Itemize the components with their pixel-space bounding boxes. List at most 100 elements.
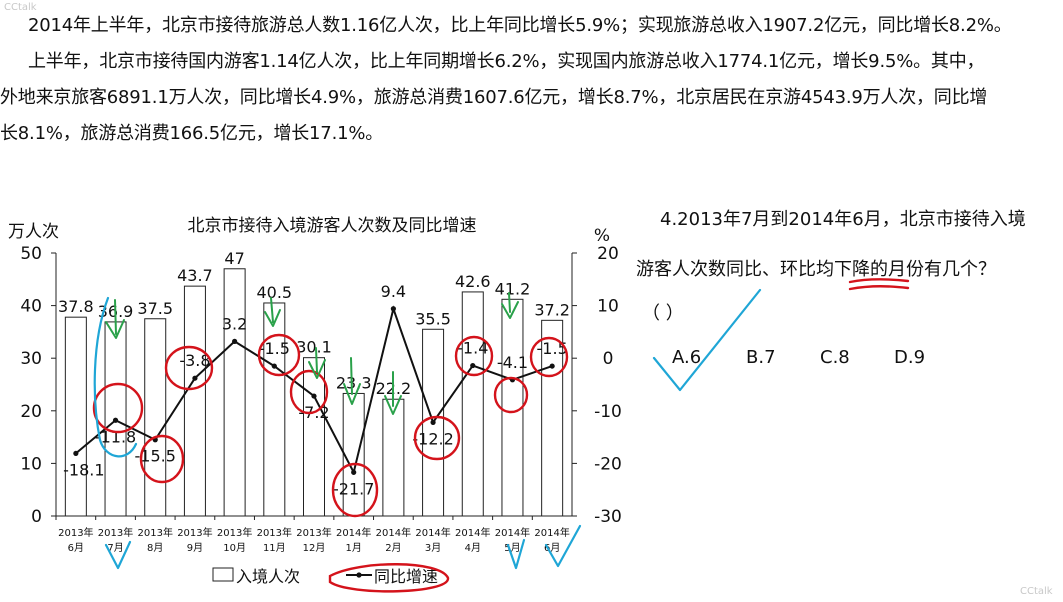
watermark-bottom: CCtalk bbox=[1020, 586, 1053, 597]
line-value-label: -1.4 bbox=[457, 339, 488, 358]
x-tick-label-year: 2013年 bbox=[177, 526, 212, 539]
x-tick-label-month: 6月 bbox=[544, 542, 560, 554]
bar bbox=[461, 291, 484, 517]
bar-value-label: 37.5 bbox=[137, 299, 173, 318]
line-value-label: -21.7 bbox=[333, 479, 374, 498]
y-tick-label-right: -20 bbox=[594, 454, 622, 474]
bar-value-label: 37.8 bbox=[58, 297, 94, 316]
line-value-label: 9.4 bbox=[381, 282, 406, 301]
line-point bbox=[549, 363, 555, 369]
option-c[interactable]: C.8 bbox=[820, 347, 850, 368]
line-point bbox=[152, 437, 158, 443]
x-tick-label-month: 12月 bbox=[303, 542, 326, 554]
bar-value-label: 36.9 bbox=[98, 302, 134, 321]
line-point bbox=[271, 363, 277, 369]
line-value-label: -12.2 bbox=[412, 429, 453, 448]
paragraph-1: 2014年上半年，北京市接待旅游总人数1.16亿人次，比上年同比增长5.9%；实… bbox=[28, 15, 1012, 36]
legend-label-bars: 入境人次 bbox=[236, 567, 300, 586]
x-tick-label-year: 2013年 bbox=[98, 526, 133, 539]
line-point bbox=[192, 375, 198, 381]
x-tick-label-year: 2013年 bbox=[138, 526, 173, 539]
line-point bbox=[311, 393, 317, 399]
line-point bbox=[470, 362, 476, 369]
legend-line-marker bbox=[356, 572, 362, 578]
x-tick-label-month: 7月 bbox=[107, 542, 123, 554]
x-tick-label-month: 1月 bbox=[346, 542, 362, 554]
bar bbox=[263, 302, 286, 517]
bar bbox=[382, 398, 405, 517]
line-point bbox=[509, 377, 516, 383]
bar bbox=[303, 357, 325, 517]
line-point bbox=[430, 419, 436, 425]
x-tick-label-month: 5月 bbox=[504, 542, 520, 554]
option-d[interactable]: D.9 bbox=[894, 347, 926, 368]
y-tick-label-right: -30 bbox=[594, 507, 622, 527]
line-value-label: -1.5 bbox=[259, 339, 290, 358]
x-tick-label-month: 6月 bbox=[68, 542, 84, 554]
y-tick-label-left: 50 bbox=[20, 244, 42, 264]
x-tick-label-month: 9月 bbox=[187, 542, 203, 554]
y-tick-label-left: 20 bbox=[20, 402, 42, 422]
line-value-label: -1.5 bbox=[537, 339, 568, 358]
bar-value-label: 23.3 bbox=[336, 373, 372, 392]
legend-bar-swatch bbox=[212, 567, 234, 582]
paragraph-2-line-3: 长8.1%，旅游总消费166.5亿元，增长17.1%。 bbox=[0, 123, 384, 144]
question-line-2: 游客人次数同比、环比均下降的月份有几个？ bbox=[636, 259, 996, 280]
line-value-label: 3.2 bbox=[222, 314, 247, 333]
line-point bbox=[73, 450, 79, 457]
x-tick-label-month: 10月 bbox=[223, 542, 246, 554]
watermark-top: CCtalk bbox=[4, 2, 37, 13]
y-tick-label-left: 10 bbox=[20, 454, 42, 474]
y-tick-label-right: 10 bbox=[597, 297, 619, 317]
x-tick-label-month: 8月 bbox=[147, 542, 163, 554]
legend-label-line: 同比增速 bbox=[374, 567, 438, 586]
bar bbox=[144, 318, 167, 517]
chart-title: 北京市接待入境游客人次数及同比增速 bbox=[188, 216, 477, 236]
x-tick-label-month: 2月 bbox=[385, 542, 401, 554]
line-value-label: -11.8 bbox=[95, 427, 136, 446]
line-value-label: -15.5 bbox=[135, 447, 176, 466]
y-tick-label-left: 0 bbox=[31, 507, 42, 527]
paragraph-2-line-2: 外地来京旅客6891.1万人次，同比增长4.9%，旅游总消费1607.6亿元，增… bbox=[0, 87, 988, 108]
bar-value-label: 43.7 bbox=[177, 266, 213, 285]
tourist-chart: 北京市接待入境游客人次数及同比增速 万人次 % 0 10 20 30 40 50 -30 -20 -1… bbox=[8, 216, 622, 586]
y-axis-right-label: % bbox=[594, 226, 610, 246]
line-value-label: -4.1 bbox=[497, 353, 528, 372]
line-value-label: -18.1 bbox=[63, 460, 104, 479]
y-tick-label-right: 20 bbox=[597, 244, 619, 264]
bar-value-label: 22.2 bbox=[376, 379, 412, 398]
y-tick-label-right: -10 bbox=[594, 402, 622, 422]
x-tick-label-year: 2014年 bbox=[495, 526, 530, 539]
line-value-label: -3.8 bbox=[179, 351, 210, 370]
text-paragraphs: 2014年上半年，北京市接待旅游总人数1.16亿人次，比上年同比增长5.9%；实… bbox=[0, 8, 1063, 152]
y-tick-label-left: 30 bbox=[20, 349, 42, 369]
y-tick-label-right: 0 bbox=[603, 349, 614, 369]
y-axis-left-label: 万人次 bbox=[8, 222, 59, 242]
x-tick-label-year: 2014年 bbox=[415, 526, 450, 539]
bar bbox=[64, 316, 87, 517]
x-tick-label-year: 2013年 bbox=[217, 526, 252, 539]
bar-value-label: 35.5 bbox=[415, 309, 451, 328]
x-tick-label-year: 2014年 bbox=[376, 526, 411, 539]
option-a[interactable]: A.6 bbox=[672, 347, 702, 368]
x-tick-label-year: 2014年 bbox=[455, 526, 490, 539]
bar-value-label: 40.5 bbox=[256, 283, 292, 302]
line-value-label: -7.2 bbox=[298, 403, 329, 422]
x-tick-label-year: 2013年 bbox=[296, 526, 331, 539]
x-tick-label-year: 2014年 bbox=[336, 526, 371, 539]
option-b[interactable]: B.7 bbox=[746, 347, 776, 368]
x-tick-label-month: 4月 bbox=[465, 542, 481, 554]
bar-value-label: 47 bbox=[224, 249, 244, 268]
bar-value-label: 42.6 bbox=[455, 272, 491, 291]
x-tick-label-year: 2014年 bbox=[534, 526, 569, 539]
line-point bbox=[390, 306, 396, 312]
bar-value-label: 30.1 bbox=[296, 338, 332, 357]
line-point bbox=[112, 417, 119, 423]
line-point bbox=[351, 469, 357, 475]
line-point bbox=[232, 338, 238, 344]
bar bbox=[183, 285, 206, 517]
bar bbox=[501, 298, 524, 517]
x-tick-label-month: 11月 bbox=[263, 542, 286, 554]
bar-value-label: 37.2 bbox=[534, 300, 570, 319]
bar bbox=[223, 268, 246, 517]
